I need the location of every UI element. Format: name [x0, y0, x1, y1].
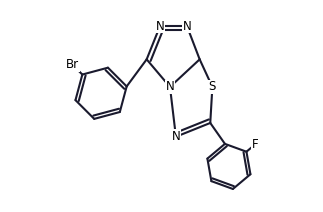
Text: N: N: [172, 130, 180, 143]
Text: N: N: [166, 80, 174, 93]
Text: S: S: [209, 80, 216, 93]
Text: F: F: [252, 138, 259, 151]
Text: Br: Br: [66, 58, 79, 71]
Text: N: N: [156, 20, 164, 33]
Text: N: N: [182, 20, 191, 33]
